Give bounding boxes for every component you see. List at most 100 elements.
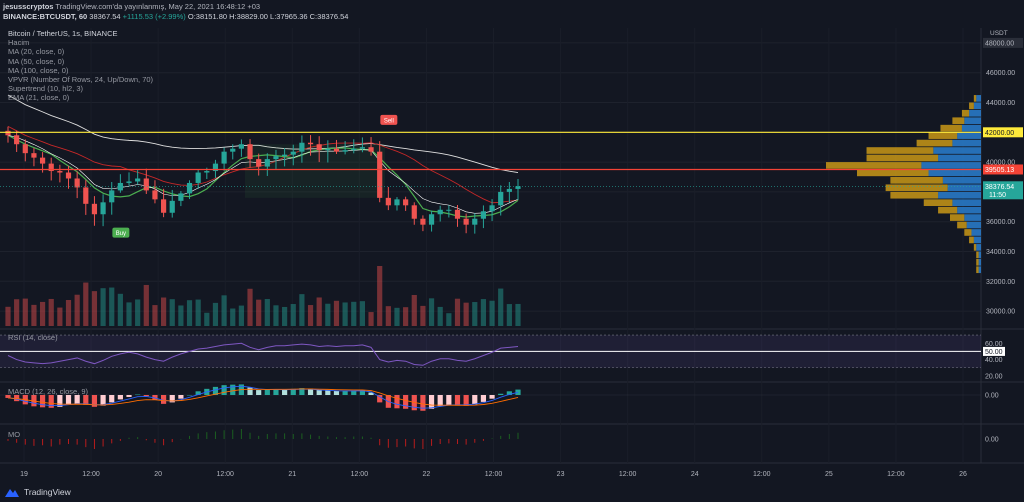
macd-histogram-bar-28: [247, 387, 253, 395]
tradingview-logo[interactable]: TradingView: [4, 486, 71, 498]
mo-bar-22: [197, 433, 199, 439]
mo-bar-21: [189, 435, 191, 439]
macd-histogram-bar-12: [109, 395, 115, 403]
time-tick-label-7: 12:00: [485, 471, 503, 478]
volume-profile-up-20: [976, 244, 981, 251]
macd-histogram-bar-42: [368, 392, 374, 395]
mo-bar-11: [102, 439, 104, 447]
ema21-line: [7, 134, 519, 214]
candle-22: [195, 169, 201, 190]
volume-bar-44: [385, 306, 391, 326]
volume-bar-31: [273, 305, 279, 326]
horizontal-level-tag-0: [983, 127, 1023, 138]
author-name[interactable]: jesusscryptos: [3, 2, 54, 11]
macd-histogram-bar-19: [169, 395, 175, 403]
candle-body-3: [31, 153, 37, 158]
price-axis-unit-label: USDT: [990, 30, 1008, 37]
macd-histogram-bar-6: [57, 395, 63, 407]
price-tick-label-8: 46000.00: [986, 70, 1015, 77]
candle-50: [437, 205, 443, 222]
volume-profile-down-0: [973, 95, 977, 102]
mo-bar-13: [119, 439, 121, 441]
mo-bar-38: [335, 437, 337, 439]
mo-bar-53: [465, 439, 467, 445]
volume-bar-5: [48, 298, 54, 326]
volume-bar-55: [480, 299, 487, 326]
legend-ma100[interactable]: MA (100, close, 0): [8, 65, 69, 75]
candle-body-38: [333, 148, 340, 152]
candle-12: [109, 182, 115, 215]
mo-bar-2: [24, 439, 26, 445]
candle-30: [264, 153, 270, 176]
volume-profile-up-5: [957, 132, 981, 139]
macd-histogram-bar-33: [290, 388, 296, 395]
candle-body-18: [161, 199, 167, 213]
mo-bar-8: [76, 439, 78, 445]
mo-bar-0: [7, 439, 9, 441]
legend-volume[interactable]: Hacim: [8, 38, 30, 48]
candle-body-42: [368, 147, 374, 152]
candle-40: [351, 139, 357, 154]
volume-bar-11: [100, 288, 106, 326]
volume-bar-19: [169, 299, 175, 326]
volume-bar-41: [359, 301, 365, 326]
candle-body-14: [126, 181, 132, 183]
candle-body-43: [377, 151, 383, 198]
mo-bar-34: [301, 433, 303, 439]
legend-supertrend[interactable]: Supertrend (10, hl2, 3): [8, 84, 84, 94]
ma50-line: [7, 125, 519, 204]
legend-ema21[interactable]: EMA (21, close, 0): [8, 93, 70, 103]
volume-profile-up-11: [942, 177, 981, 184]
sell-signal-tag: [380, 114, 398, 125]
time-tick-label-0: 19: [20, 471, 28, 478]
volume-profile-down-18: [964, 229, 972, 236]
legend-ma20[interactable]: MA (20, close, 0): [8, 47, 65, 57]
candle-body-30: [264, 159, 270, 167]
candle-body-56: [489, 205, 495, 212]
macd-histogram-bar-34: [299, 388, 305, 395]
volume-profile-down-11: [890, 177, 943, 184]
legend-vpvr[interactable]: VPVR (Number Of Rows, 24, Up/Down, 70): [8, 75, 154, 85]
mo-bar-35: [310, 434, 312, 439]
candle-3: [31, 147, 37, 167]
volume-profile-up-0: [976, 95, 981, 102]
volume-profile-up-7: [933, 147, 981, 154]
candle-19: [169, 189, 175, 218]
horizontal-level-label-1: 39505.13: [985, 167, 1014, 174]
candle-body-23: [204, 171, 210, 173]
volume-bar-13: [117, 293, 123, 326]
mo-bar-27: [240, 429, 242, 439]
mo-bar-54: [474, 439, 476, 443]
macd-histogram-bar-11: [100, 395, 106, 406]
volume-bar-46: [403, 307, 409, 326]
macd-histogram-bar-18: [161, 395, 167, 404]
time-tick-label-6: 22: [423, 471, 431, 478]
last-price-label: 38376.54: [985, 184, 1014, 191]
macd-histogram-bar-30: [264, 389, 270, 395]
candle-17: [152, 180, 158, 204]
volume-bar-2: [22, 298, 28, 326]
volume-profile-up-12: [947, 184, 981, 192]
mo-bar-32: [284, 433, 286, 439]
legend-ma50[interactable]: MA (50, close, 0): [8, 56, 65, 66]
macd-pane-title[interactable]: MACD (12, 26, close, 9): [8, 387, 89, 396]
rsi-pane-title[interactable]: RSI (14, close): [8, 333, 58, 342]
mo-pane-title[interactable]: MO: [8, 430, 21, 439]
volume-bar-51: [446, 313, 452, 326]
top-price-tag: [983, 37, 1023, 48]
mo-bar-23: [206, 432, 208, 439]
candle-25: [221, 147, 227, 171]
mo-bar-40: [353, 436, 355, 439]
volume-profile-down-2: [961, 109, 970, 117]
volume-bar-27: [238, 305, 244, 326]
volume-profile-down-4: [940, 124, 962, 132]
macd-histogram-bar-31: [273, 389, 279, 395]
candle-body-52: [454, 209, 461, 219]
volume-bar-9: [83, 282, 89, 326]
candle-2: [22, 139, 28, 162]
volume-bar-52: [454, 298, 461, 326]
macd-histogram-bar-8: [74, 395, 80, 404]
candle-body-33: [290, 151, 296, 155]
volume-profile-down-9: [826, 162, 922, 169]
